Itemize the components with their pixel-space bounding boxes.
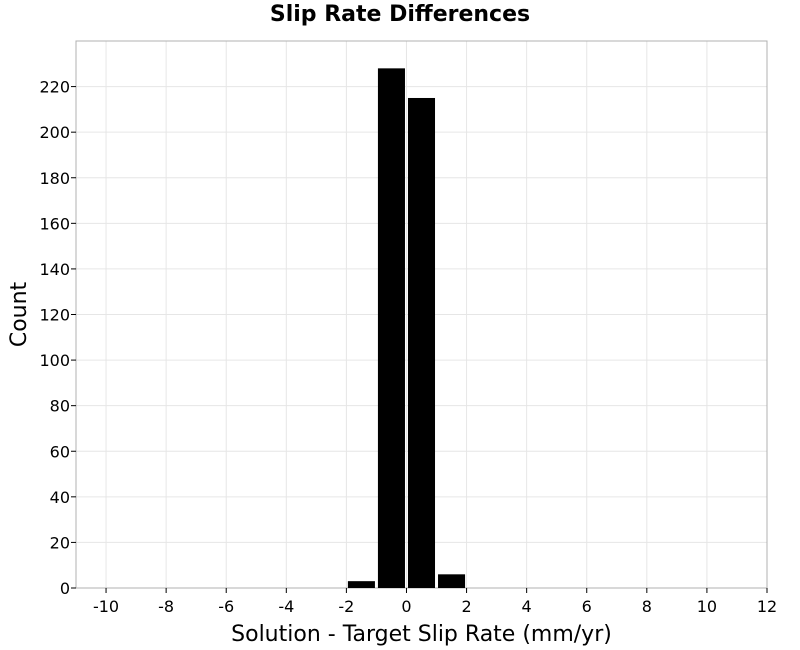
x-tick-label: -2 — [338, 597, 354, 616]
y-axis-title: Count — [7, 281, 32, 347]
y-tick-label: 40 — [50, 488, 70, 507]
y-tick-label: 20 — [50, 533, 70, 552]
x-tick-label: -6 — [218, 597, 234, 616]
y-tick-label: 180 — [39, 169, 70, 188]
x-tick-label: 8 — [642, 597, 652, 616]
y-tick-label: 100 — [39, 351, 70, 370]
histogram-bar — [347, 581, 375, 588]
x-tick-label: -4 — [278, 597, 294, 616]
x-tick-label: -10 — [93, 597, 119, 616]
x-axis: -10 -8 -6 -4 -2 0 2 4 6 8 10 12 — [93, 588, 777, 616]
x-tick-label: 6 — [582, 597, 592, 616]
y-tick-label: 160 — [39, 214, 70, 233]
y-tick-label: 0 — [60, 579, 70, 598]
x-axis-title: Solution - Target Slip Rate (mm/yr) — [231, 622, 612, 647]
histogram-bar — [438, 574, 466, 588]
histogram-bar — [407, 97, 436, 589]
x-tick-label: 0 — [401, 597, 411, 616]
histogram-bar — [377, 68, 405, 589]
y-tick-label: 80 — [50, 397, 70, 416]
bars — [347, 68, 466, 589]
x-tick-label: -8 — [158, 597, 174, 616]
y-tick-label: 200 — [39, 123, 70, 142]
x-tick-label: 2 — [461, 597, 471, 616]
x-tick-label: 4 — [522, 597, 532, 616]
x-tick-label: 12 — [757, 597, 777, 616]
y-tick-label: 220 — [39, 78, 70, 97]
y-axis: 0 20 40 60 80 100 120 140 160 180 200 220 — [39, 78, 76, 598]
chart-title: Slip Rate Differences — [269, 2, 531, 27]
y-tick-label: 120 — [39, 306, 70, 325]
y-tick-label: 60 — [50, 442, 70, 461]
y-tick-label: 140 — [39, 260, 70, 279]
x-tick-label: 10 — [697, 597, 717, 616]
